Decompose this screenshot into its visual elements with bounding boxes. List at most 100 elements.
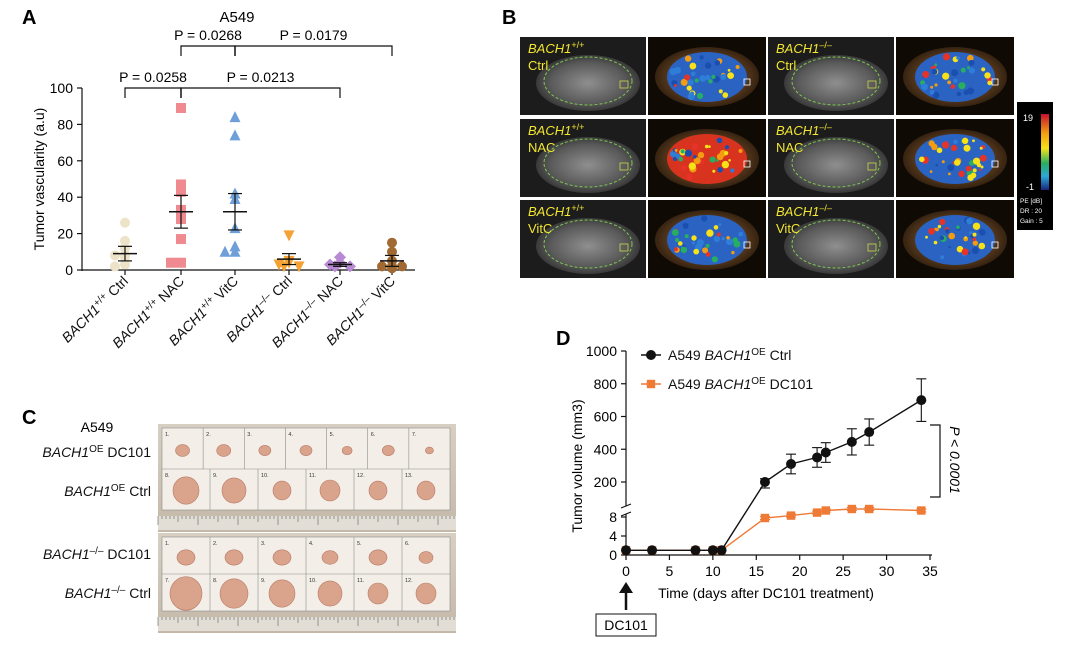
pa-speckle: [948, 232, 955, 240]
colorbar-gain: Gain : 5: [1020, 218, 1043, 225]
pa-speckle: [953, 78, 958, 83]
image-genotype-label: BACH1+/+: [528, 40, 584, 56]
x-tick-label: 10: [705, 563, 721, 579]
legend-label: A549 BACH1OE Ctrl: [668, 347, 791, 364]
photo-row-label-gene: BACH1: [65, 585, 112, 601]
sample-number: 4.: [288, 432, 293, 438]
pa-speckle: [705, 74, 711, 81]
pa-speckle: [726, 236, 730, 240]
data-point: [917, 506, 926, 515]
x-tick-label: 20: [792, 563, 808, 579]
pa-speckle: [706, 229, 714, 237]
data-point: [176, 234, 186, 245]
data-point: [120, 217, 130, 228]
pa-speckle: [727, 68, 731, 72]
photo-row-label-superscript: OE: [111, 483, 126, 494]
pa-speckle: [945, 229, 950, 234]
pa-speckle: [925, 235, 928, 239]
sample-number: 8.: [213, 578, 218, 584]
tumor-sample: [416, 480, 436, 501]
pa-speckle: [722, 92, 729, 98]
pa-speckle: [696, 92, 704, 99]
pa-speckle: [689, 62, 697, 70]
pa-speckle: [701, 215, 708, 222]
data-point: [397, 261, 407, 272]
group-1: [166, 103, 193, 268]
pa-speckle: [684, 55, 692, 62]
sample-number: 11.: [357, 578, 365, 584]
pa-speckle: [932, 91, 940, 99]
pa-speckle: [930, 85, 934, 89]
colorbar-dr: DR : 20: [1020, 208, 1042, 215]
pa-speckle: [705, 62, 712, 69]
sample-number: 3.: [261, 541, 266, 547]
pa-speckle: [686, 173, 693, 180]
panel-d-ylabel: Tumor volume (mm3): [569, 399, 585, 532]
pa-speckle: [953, 139, 958, 144]
pa-speckle: [671, 229, 679, 236]
pa-speckle: [956, 225, 960, 230]
p-value-label: P = 0.0179: [280, 27, 348, 43]
pa-speckle: [972, 240, 978, 246]
pa-speckle: [978, 230, 982, 234]
pa-speckle: [687, 79, 694, 86]
pa-speckle: [731, 250, 735, 255]
pa-speckle: [956, 245, 964, 253]
pa-speckle: [970, 172, 977, 179]
group-label-condition: NAC: [311, 273, 346, 308]
dc101-box-label: DC101: [604, 617, 648, 633]
y-tick-label: 60: [57, 153, 73, 169]
p-value-bracket: P < 0.0001: [930, 424, 963, 498]
data-point: [229, 245, 241, 257]
pa-speckle: [984, 72, 991, 79]
tumor-sample: [381, 445, 395, 456]
panel-d-xlabel: Time (days after DC101 treatment): [658, 585, 874, 601]
panel-a-label: A: [22, 7, 36, 29]
pa-speckle: [699, 159, 705, 165]
pa-speckle: [728, 159, 731, 162]
group-0: [110, 217, 137, 272]
photo-row-label-superscript: –/–: [111, 585, 125, 596]
tumor-sample: [299, 445, 313, 456]
series-ctrl: [621, 378, 927, 556]
data-point: [916, 395, 927, 406]
pa-speckle: [690, 91, 695, 96]
pa-speckle: [919, 156, 925, 163]
photo-row-label-gene: BACH1: [42, 444, 89, 460]
pa-speckle: [966, 217, 973, 225]
colorbar-unit: PE [dB]: [1020, 198, 1042, 205]
pa-speckle: [950, 144, 958, 152]
bmode-tumor: [536, 137, 640, 193]
series-dc101: [621, 504, 927, 555]
pa-speckle: [935, 227, 939, 232]
pa-speckle: [935, 163, 939, 167]
data-point: [176, 179, 186, 190]
pa-tumor-signal: [915, 215, 995, 265]
p-value-label: P = 0.0258: [119, 69, 187, 85]
pa-speckle: [697, 151, 705, 159]
photo-bach1-ko: 1. 2. 3. 4. 5. 6. 7. 8. 9. 10. 11. 12.: [157, 533, 456, 633]
pa-speckle: [934, 63, 938, 67]
pa-speckle: [714, 60, 721, 66]
image-genotype-label: BACH1–/–: [776, 40, 832, 56]
panel-d: D Tumor volume (mm3) 2004006008001000048…: [556, 328, 963, 637]
bmode-tumor: [536, 218, 640, 274]
group-label-condition: NAC: [152, 273, 187, 308]
image-genotype-label: BACH1+/+: [528, 203, 584, 219]
image-treatment-label: NAC: [528, 140, 555, 155]
colorbar-max: 19: [1023, 113, 1033, 123]
pa-speckle: [979, 154, 987, 162]
y-tick-label: 80: [57, 116, 73, 132]
photo-row-label-condition: DC101: [104, 546, 152, 562]
series-line: [626, 399, 922, 551]
x-tick-label: 0: [622, 563, 630, 579]
group-label-gene: BACH1: [323, 304, 367, 348]
image-genotype-label: BACH1+/+: [528, 122, 584, 138]
tumor-sample: [169, 576, 203, 611]
data-point: [812, 508, 822, 517]
data-point: [229, 111, 241, 123]
image-genotype-label-superscript: –/–: [819, 203, 832, 213]
pa-speckle: [691, 241, 696, 245]
group-label-gene: BACH1: [268, 306, 312, 350]
